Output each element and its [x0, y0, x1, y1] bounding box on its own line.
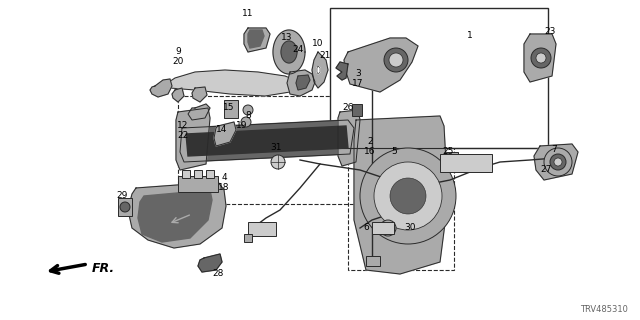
Text: 6: 6 [363, 223, 369, 233]
Polygon shape [287, 70, 315, 96]
Circle shape [390, 178, 426, 214]
Polygon shape [338, 110, 360, 166]
Circle shape [550, 154, 566, 170]
Polygon shape [186, 126, 348, 156]
Bar [372, 222, 394, 234]
Text: TRV485310: TRV485310 [580, 305, 628, 314]
Text: 30: 30 [404, 223, 416, 233]
Text: 21: 21 [319, 52, 331, 60]
Polygon shape [273, 30, 305, 74]
Text: 29: 29 [116, 191, 128, 201]
Circle shape [544, 148, 572, 176]
Text: FR.: FR. [92, 261, 115, 275]
Polygon shape [128, 182, 226, 248]
Text: 19: 19 [236, 122, 248, 131]
Bar [178, 96, 356, 204]
Text: 13: 13 [281, 34, 292, 43]
Text: 31: 31 [270, 143, 282, 153]
Text: 2: 2 [367, 138, 373, 147]
Polygon shape [281, 41, 297, 63]
Polygon shape [214, 122, 236, 146]
Text: 10: 10 [312, 39, 324, 49]
Bar [248, 222, 276, 236]
Polygon shape [198, 254, 222, 272]
Text: 9: 9 [175, 47, 181, 57]
Text: 11: 11 [243, 10, 253, 19]
Polygon shape [192, 87, 207, 102]
Bar [194, 170, 202, 178]
Text: 14: 14 [216, 125, 228, 134]
Polygon shape [150, 79, 172, 97]
Text: 18: 18 [218, 183, 230, 193]
Bar [206, 170, 214, 178]
Text: 23: 23 [544, 28, 556, 36]
Bar [446, 152, 458, 170]
Bar [182, 170, 190, 178]
Text: 4: 4 [221, 173, 227, 182]
Polygon shape [248, 30, 264, 48]
Polygon shape [180, 120, 354, 162]
Bar [118, 198, 132, 216]
Circle shape [271, 155, 285, 169]
Polygon shape [156, 70, 298, 96]
Polygon shape [317, 66, 320, 74]
Bar [244, 234, 252, 242]
Circle shape [536, 53, 546, 63]
Bar [224, 100, 238, 118]
Circle shape [384, 48, 408, 72]
Text: 16: 16 [364, 148, 376, 156]
Text: 24: 24 [292, 45, 303, 54]
Polygon shape [138, 190, 212, 242]
Polygon shape [344, 38, 418, 92]
Polygon shape [312, 52, 328, 88]
Circle shape [380, 220, 396, 236]
Text: 27: 27 [540, 165, 552, 174]
Circle shape [120, 202, 130, 212]
Circle shape [360, 148, 456, 244]
Text: 7: 7 [551, 146, 557, 155]
Circle shape [241, 117, 251, 127]
Bar [178, 176, 218, 192]
Circle shape [531, 48, 551, 68]
Circle shape [554, 158, 562, 166]
Polygon shape [188, 104, 210, 120]
Text: 26: 26 [342, 103, 354, 113]
Circle shape [389, 53, 403, 67]
Polygon shape [524, 34, 556, 82]
Polygon shape [336, 62, 348, 80]
Bar [330, 8, 548, 148]
Text: 5: 5 [391, 148, 397, 156]
Polygon shape [176, 108, 210, 170]
Text: 1: 1 [467, 31, 473, 41]
Bar [366, 256, 380, 266]
Polygon shape [534, 144, 578, 180]
Text: 8: 8 [245, 111, 251, 121]
Circle shape [243, 105, 253, 115]
Polygon shape [172, 88, 184, 102]
Polygon shape [296, 75, 310, 90]
Text: 22: 22 [177, 132, 189, 140]
Text: 25: 25 [442, 148, 454, 156]
Text: 17: 17 [352, 79, 364, 89]
Bar [352, 104, 362, 116]
Text: 28: 28 [212, 269, 224, 278]
Polygon shape [244, 28, 270, 52]
Bar [440, 154, 492, 172]
Text: 3: 3 [355, 69, 361, 78]
Text: 20: 20 [172, 58, 184, 67]
Text: 12: 12 [177, 122, 189, 131]
Bar [348, 110, 454, 270]
Polygon shape [354, 116, 448, 274]
Text: 15: 15 [223, 103, 235, 113]
Circle shape [374, 162, 442, 230]
